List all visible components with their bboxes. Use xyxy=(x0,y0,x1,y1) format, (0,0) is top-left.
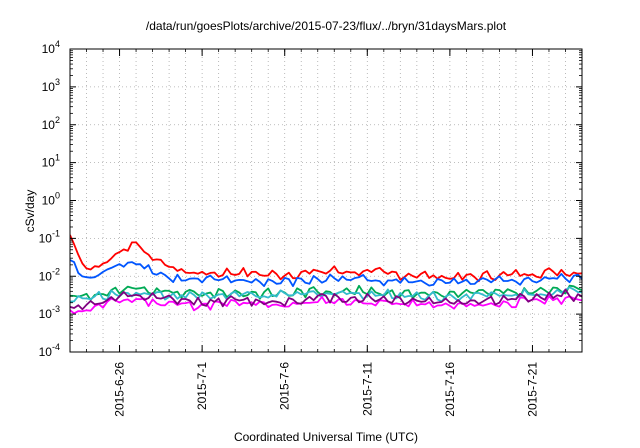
y-tick-label: 10-1 xyxy=(39,228,60,245)
series-line xyxy=(70,286,582,303)
y-tick-label: 100 xyxy=(42,191,60,208)
y-tick-label: 101 xyxy=(42,153,60,170)
y-tick-label: 10-2 xyxy=(39,266,60,283)
x-tick-label: 2015-7-6 xyxy=(278,362,292,410)
x-tick-label: 2015-7-11 xyxy=(360,362,374,416)
y-tick-label: 104 xyxy=(42,39,60,56)
series-line xyxy=(70,234,582,283)
series-line xyxy=(70,259,582,288)
y-tick-label: 102 xyxy=(42,115,60,132)
x-tick-label: 2015-7-16 xyxy=(443,362,457,417)
x-tick-label: 2015-6-26 xyxy=(113,362,127,417)
grid xyxy=(70,49,582,352)
series-line xyxy=(70,284,582,301)
y-tick-label: 10-3 xyxy=(39,304,60,321)
x-axis-label: Coordinated Universal Time (UTC) xyxy=(233,430,419,444)
chart-title: /data/run/goesPlots/archive/2015-07-23/f… xyxy=(145,19,507,33)
series-line xyxy=(70,288,582,311)
y-tick-label: 103 xyxy=(42,77,60,94)
x-tick-label: 2015-7-1 xyxy=(195,362,209,410)
x-tick-label: 2015-7-21 xyxy=(525,362,539,417)
series-lines xyxy=(70,234,582,315)
series-line xyxy=(70,295,582,315)
axis-ticks: 10-4 10-3 10-2 10-1 100 101 102 103 104 2015-6-26… xyxy=(39,39,582,417)
y-tick-label: 10-4 xyxy=(39,342,60,359)
